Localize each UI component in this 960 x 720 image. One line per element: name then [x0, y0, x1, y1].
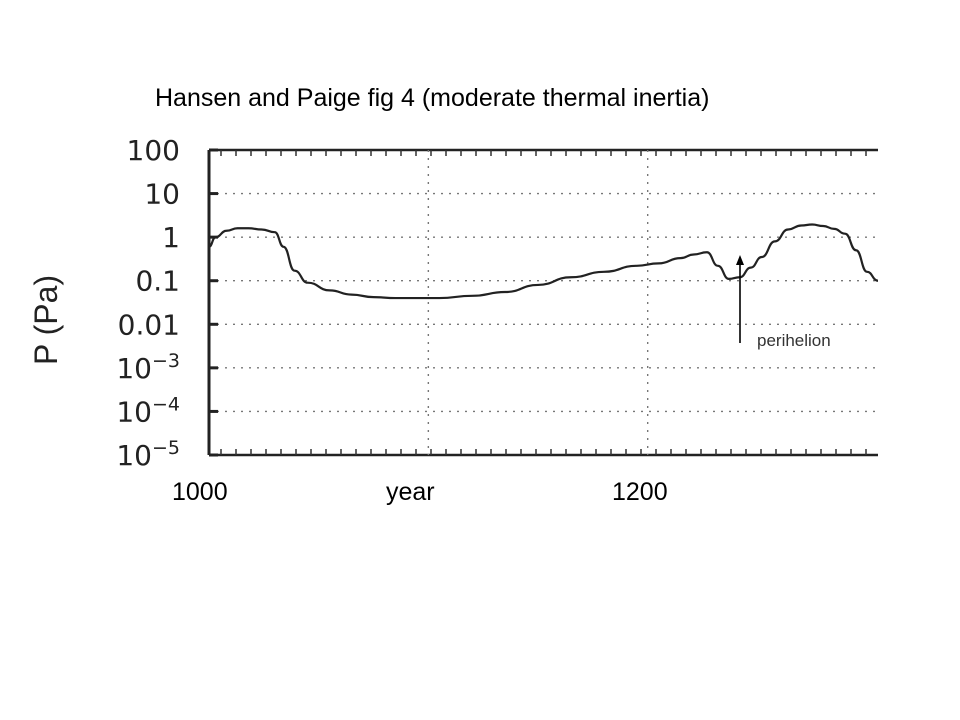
y-tick-label: 0.1 — [135, 265, 180, 298]
y-tick-label: 1 — [162, 221, 180, 254]
arrow-head — [736, 255, 744, 265]
y-tick-label: 10−5 — [116, 437, 180, 472]
plot-frame — [209, 150, 878, 455]
gridlines — [209, 150, 878, 455]
y-tick-label: 10−4 — [116, 393, 180, 428]
x-tick-1200: 1200 — [612, 478, 668, 507]
y-tick-labels: 100 10 1 0.1 0.01 10−3 10−4 10−5 — [116, 134, 180, 472]
y-tick-label: 10−3 — [116, 350, 180, 385]
y-axis-label: P (Pa) — [28, 275, 65, 365]
y-tick-label: 0.01 — [118, 308, 180, 341]
perihelion-arrow — [736, 255, 744, 343]
x-axis-label: year — [386, 478, 435, 507]
pressure-series-line — [209, 225, 878, 299]
perihelion-label: perihelion — [757, 331, 831, 351]
y-tick-label: 100 — [127, 134, 180, 167]
x-tick-1000: 1000 — [172, 478, 228, 507]
y-tick-label: 10 — [144, 178, 180, 211]
